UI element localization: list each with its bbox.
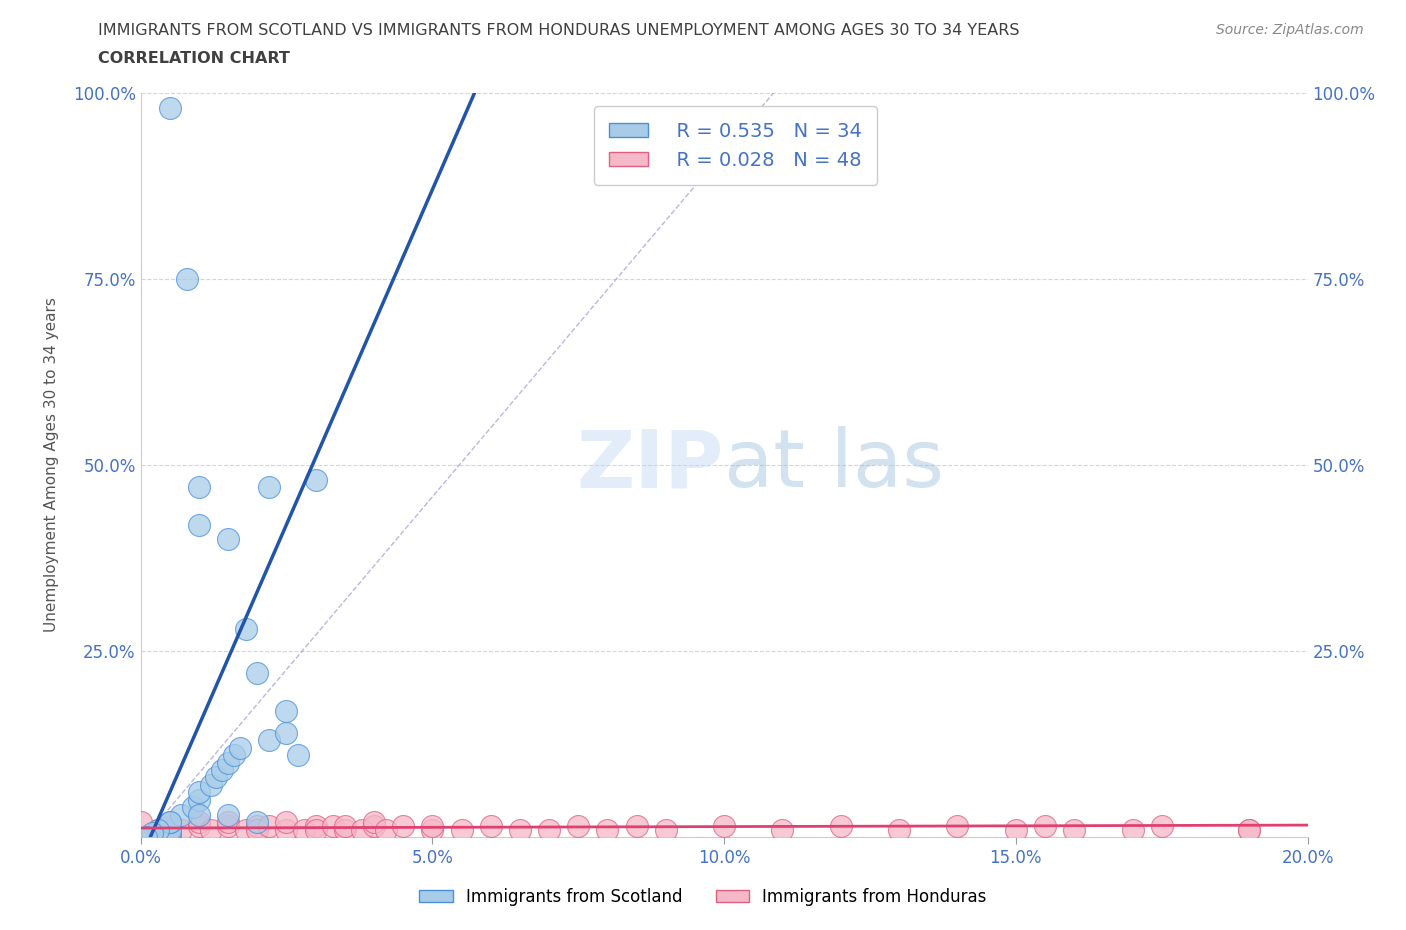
- Point: [246, 822, 269, 837]
- Point: [479, 818, 502, 833]
- Point: [276, 815, 298, 830]
- Point: [333, 818, 356, 833]
- Point: [287, 748, 309, 763]
- Point: [276, 725, 298, 740]
- Point: [257, 733, 280, 748]
- Point: [596, 822, 619, 837]
- Point: [159, 818, 181, 833]
- Point: [333, 822, 356, 837]
- Point: [655, 822, 678, 837]
- Point: [1063, 822, 1085, 837]
- Point: [159, 822, 181, 837]
- Point: [292, 822, 315, 837]
- Point: [1005, 822, 1028, 837]
- Legend: Immigrants from Scotland, Immigrants from Honduras: Immigrants from Scotland, Immigrants fro…: [412, 881, 994, 912]
- Point: [246, 818, 269, 833]
- Point: [181, 800, 204, 815]
- Point: [246, 815, 269, 830]
- Point: [222, 748, 245, 763]
- Point: [352, 822, 374, 837]
- Point: [422, 818, 444, 833]
- Point: [363, 818, 385, 833]
- Point: [217, 755, 239, 770]
- Point: [1122, 822, 1144, 837]
- Point: [217, 818, 239, 833]
- Point: [188, 792, 211, 807]
- Point: [170, 807, 193, 822]
- Point: [235, 822, 257, 837]
- Point: [135, 830, 157, 844]
- Point: [1239, 822, 1261, 837]
- Point: [229, 740, 252, 755]
- Legend:   R = 0.535   N = 34,   R = 0.028   N = 48: R = 0.535 N = 34, R = 0.028 N = 48: [593, 106, 877, 185]
- Point: [211, 763, 233, 777]
- Point: [176, 272, 198, 286]
- Y-axis label: Unemployment Among Ages 30 to 34 years: Unemployment Among Ages 30 to 34 years: [44, 298, 59, 632]
- Point: [322, 818, 344, 833]
- Point: [146, 822, 169, 837]
- Point: [946, 818, 969, 833]
- Point: [217, 532, 239, 547]
- Point: [205, 770, 228, 785]
- Point: [538, 822, 561, 837]
- Point: [305, 472, 328, 487]
- Text: ZIP: ZIP: [576, 426, 724, 504]
- Text: IMMIGRANTS FROM SCOTLAND VS IMMIGRANTS FROM HONDURAS UNEMPLOYMENT AMONG AGES 30 : IMMIGRANTS FROM SCOTLAND VS IMMIGRANTS F…: [98, 23, 1019, 38]
- Point: [422, 822, 444, 837]
- Point: [305, 822, 328, 837]
- Point: [626, 818, 648, 833]
- Point: [509, 822, 531, 837]
- Point: [305, 818, 328, 833]
- Point: [188, 807, 211, 822]
- Text: at las: at las: [724, 426, 943, 504]
- Point: [276, 703, 298, 718]
- Point: [159, 830, 181, 844]
- Point: [200, 777, 222, 792]
- Point: [1239, 822, 1261, 837]
- Point: [392, 818, 415, 833]
- Point: [200, 822, 222, 837]
- Point: [188, 480, 211, 495]
- Point: [170, 822, 193, 837]
- Point: [889, 822, 911, 837]
- Text: Source: ZipAtlas.com: Source: ZipAtlas.com: [1216, 23, 1364, 37]
- Point: [374, 822, 396, 837]
- Point: [146, 822, 169, 837]
- Point: [188, 785, 211, 800]
- Point: [159, 815, 181, 830]
- Point: [217, 807, 239, 822]
- Point: [257, 818, 280, 833]
- Point: [276, 822, 298, 837]
- Point: [159, 815, 181, 830]
- Text: CORRELATION CHART: CORRELATION CHART: [98, 51, 290, 66]
- Point: [159, 826, 181, 841]
- Point: [772, 822, 794, 837]
- Point: [257, 480, 280, 495]
- Point: [363, 815, 385, 830]
- Point: [830, 818, 852, 833]
- Point: [246, 666, 269, 681]
- Point: [188, 815, 211, 830]
- Point: [159, 100, 181, 115]
- Point: [567, 818, 589, 833]
- Point: [188, 818, 211, 833]
- Point: [1150, 818, 1173, 833]
- Point: [141, 826, 163, 841]
- Point: [217, 815, 239, 830]
- Point: [235, 621, 257, 636]
- Point: [713, 818, 735, 833]
- Point: [1033, 818, 1056, 833]
- Point: [129, 815, 152, 830]
- Point: [450, 822, 472, 837]
- Point: [188, 517, 211, 532]
